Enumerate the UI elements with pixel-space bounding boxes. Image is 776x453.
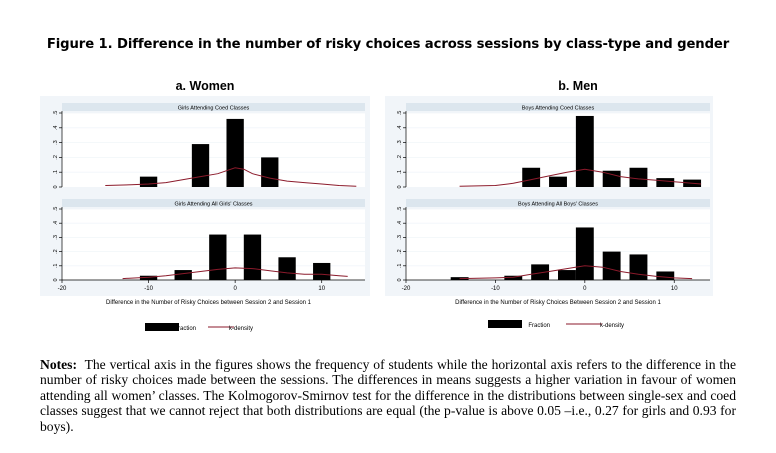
- charts: a. Women Girls Attending Coed Classes 0 .1.…: [40, 79, 713, 332]
- figure-title: Figure 1. Difference in the number of ri…: [46, 37, 730, 52]
- y-tick-label: .3: [53, 235, 59, 240]
- panel-title: Girls Attending Coed Classes: [178, 105, 250, 111]
- x-tick-label: 10: [671, 286, 678, 292]
- histogram-bar: [549, 176, 567, 187]
- y-tick-label: .5: [397, 207, 403, 212]
- y-tick-label: .2: [397, 155, 403, 160]
- legend-label-fraction: Fraction: [174, 326, 196, 332]
- y-tick-label: .1: [53, 170, 59, 175]
- histogram-bar: [191, 144, 210, 187]
- plot-area: [406, 209, 710, 280]
- x-tick-label: 0: [583, 286, 587, 292]
- x-tick-label: -10: [491, 286, 500, 292]
- histogram-bar: [504, 275, 523, 280]
- y-tick-label: .5: [53, 207, 59, 212]
- histogram-bar: [278, 257, 296, 280]
- panel-title: Boys Attending Coed Classes: [522, 105, 595, 111]
- histogram-bar: [139, 275, 158, 280]
- x-axis-label: Difference in the Number of Risky Choice…: [106, 300, 312, 306]
- y-tick-label: 0: [53, 185, 59, 188]
- notes-text: The vertical axis in the figures shows t…: [40, 357, 736, 434]
- y-tick-label: .3: [53, 140, 59, 145]
- panel-single-sex: Boys Attending All Boys' Classes 0 .1 .2 .3.…: [397, 199, 710, 282]
- histogram-bar: [602, 251, 621, 280]
- legend: Fraction k-density: [145, 323, 253, 332]
- histogram-bar: [656, 178, 675, 187]
- histogram-bar: [558, 270, 576, 280]
- x-tick-label: -10: [144, 286, 153, 292]
- histogram-bar: [313, 262, 331, 280]
- legend-swatch-fraction: [488, 320, 522, 328]
- kdensity-line: [459, 168, 702, 187]
- y-tick-label: .1: [397, 264, 403, 269]
- histogram-bar: [261, 157, 279, 187]
- histogram-bar: [209, 234, 227, 280]
- x-tick-label: -20: [402, 286, 411, 292]
- y-tick-label: .5: [53, 111, 59, 116]
- legend: Fraction k-density: [488, 320, 624, 329]
- y-tick-label: .5: [397, 111, 403, 116]
- histogram-bar: [522, 167, 541, 187]
- chart-women: a. Women Girls Attending Coed Classes 0 .1.…: [40, 79, 370, 332]
- y-tick-label: .2: [53, 249, 59, 254]
- chart-title: a. Women: [176, 79, 235, 93]
- x-axis-label: Difference in the Number of Risky Choice…: [455, 300, 661, 306]
- kdensity-line: [459, 265, 693, 280]
- histogram-bar: [531, 264, 550, 280]
- y-tick-label: .2: [397, 249, 403, 254]
- y-tick-label: 0: [397, 278, 403, 281]
- y-tick-label: .3: [397, 140, 403, 145]
- histogram-bar: [602, 170, 621, 187]
- histogram-bar: [575, 227, 594, 280]
- panel-strip: [62, 199, 365, 207]
- x-tick-label: -20: [58, 286, 67, 292]
- chart-title: b. Men: [558, 79, 598, 93]
- panel-single-sex: Girls Attending All Girls' Classes 0 .1 .2.…: [53, 199, 365, 282]
- y-tick-label: .4: [397, 126, 403, 131]
- plot-area: [406, 113, 710, 187]
- histogram-bar: [575, 115, 594, 187]
- x-tick-label: 0: [233, 286, 237, 292]
- legend-swatch-fraction: [145, 323, 179, 331]
- panel-title: Boys Attending All Boys' Classes: [518, 201, 598, 207]
- notes-label: Notes:: [40, 357, 77, 372]
- y-tick-label: .4: [53, 126, 59, 131]
- panel-strip: [406, 103, 710, 111]
- legend-label-kdensity: k-density: [229, 326, 253, 332]
- histogram-bar: [139, 176, 158, 187]
- panel-title: Girls Attending All Girls' Classes: [174, 201, 252, 207]
- panel-coed: Boys Attending Coed Classes 0 .1 .2 .3 .4 .5: [397, 103, 710, 189]
- legend-label-kdensity: k-density: [600, 323, 624, 329]
- y-tick-label: .2: [53, 155, 59, 160]
- y-tick-label: .3: [397, 235, 403, 240]
- y-tick-label: .4: [53, 221, 59, 226]
- chart-men: b. Men Boys Attending Coed Classes 0 .1 .2 .3…: [385, 79, 713, 329]
- x-tick-label: 10: [318, 286, 325, 292]
- panel-strip: [406, 199, 710, 207]
- histogram-bar: [629, 254, 648, 280]
- notes: Notes: The vertical axis in the figures …: [40, 357, 736, 434]
- y-tick-label: 0: [53, 278, 59, 281]
- histogram-bar: [226, 118, 244, 187]
- panel-coed: Girls Attending Coed Classes 0 .1 .2 .3 .4 .5: [53, 103, 365, 189]
- y-tick-label: .1: [53, 264, 59, 269]
- legend-label-fraction: Fraction: [528, 323, 550, 329]
- histogram-bar: [656, 271, 675, 280]
- panel-strip: [62, 103, 365, 111]
- histogram-bar: [629, 167, 648, 187]
- kdensity-line: [105, 167, 357, 187]
- y-tick-label: .1: [397, 170, 403, 175]
- histogram-bar: [243, 234, 262, 280]
- plot-area: [62, 113, 365, 187]
- y-tick-label: 0: [397, 185, 403, 188]
- histogram-bar: [174, 270, 192, 280]
- kdensity-line: [122, 267, 348, 280]
- y-tick-label: .4: [397, 221, 403, 226]
